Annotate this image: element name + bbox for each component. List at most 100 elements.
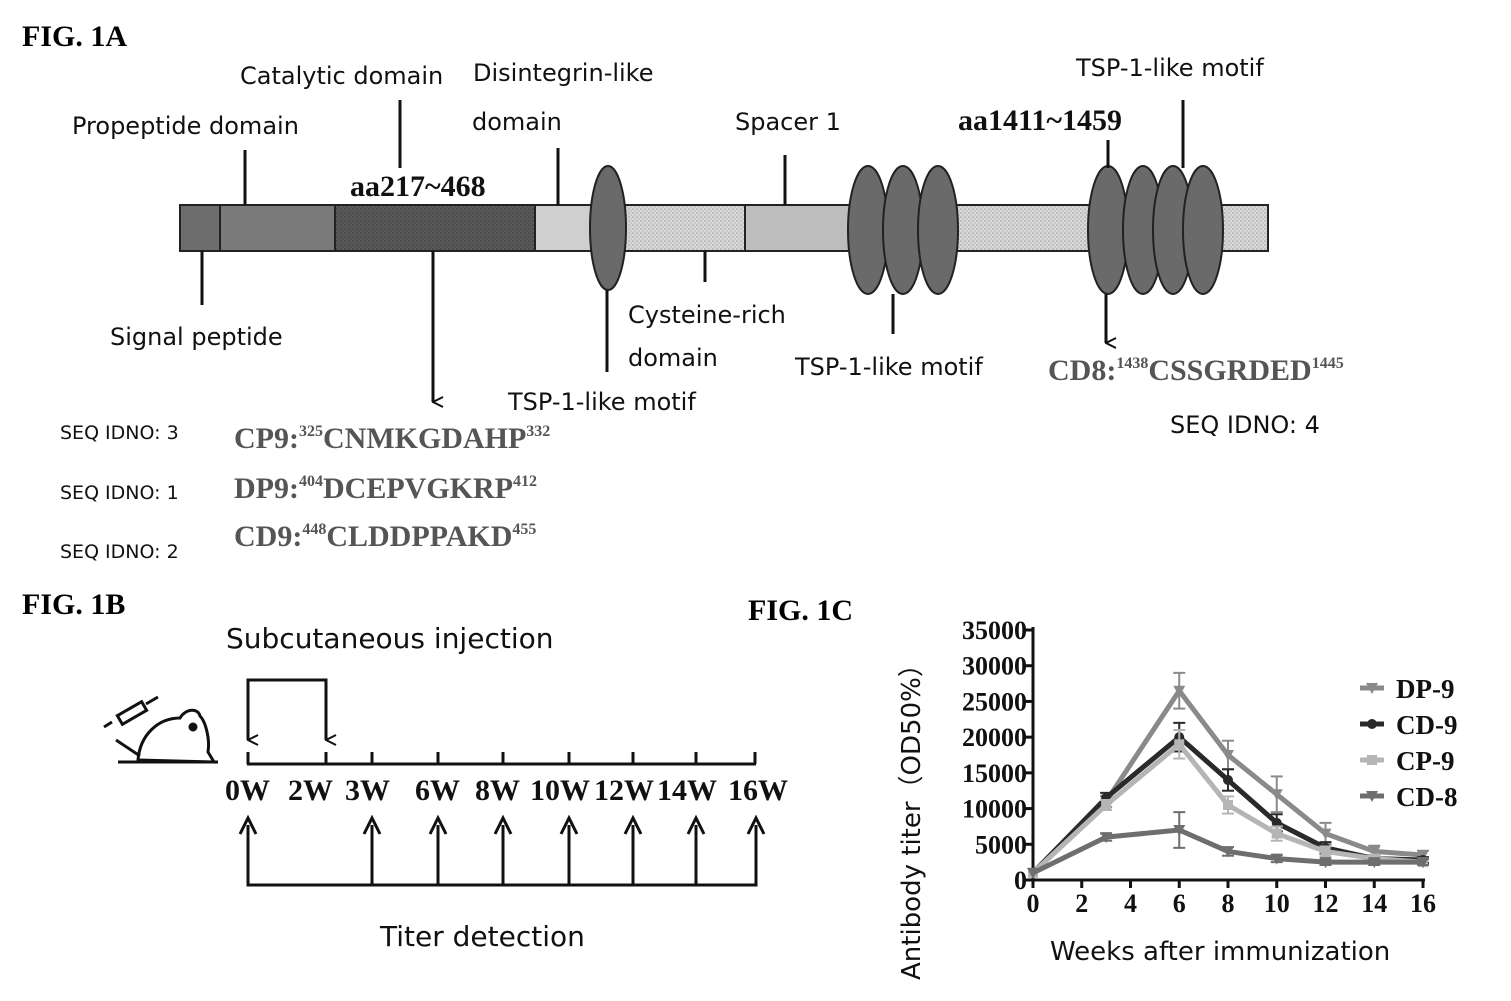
x-tick-label: 10 xyxy=(1264,889,1290,918)
data-point xyxy=(1271,817,1282,828)
signal-label: Signal peptide xyxy=(110,323,283,351)
propeptide-label: Propeptide domain xyxy=(72,112,299,140)
week-label: 12W xyxy=(594,774,654,807)
titer-line-chart: 0 5000 10000 15000 20000 25000 30000 35000 0 2 4 6… xyxy=(897,616,1458,980)
week-label: 3W xyxy=(345,774,390,807)
data-point xyxy=(1027,867,1039,879)
x-tick-label: 16 xyxy=(1410,889,1436,918)
peptide-dp9: DP9:404DCEPVGKRP412 xyxy=(234,472,537,505)
tsp-motif-ellipses xyxy=(589,165,1224,295)
spacer-segment xyxy=(744,204,856,252)
peptide-cp9: CP9:325CNMKGDAHP332 xyxy=(234,422,550,455)
injection-bracket xyxy=(246,678,328,720)
peptide-sequence: CLDDPPAKD xyxy=(326,520,512,553)
tsp-right-label: TSP-1-like motif xyxy=(794,353,983,381)
cysteine-label-2: domain xyxy=(628,344,718,372)
timeline-week-labels: 0W 2W 3W 6W 8W 10W 12W 14W 16W xyxy=(225,774,788,807)
spacer-label: Spacer 1 xyxy=(735,108,841,136)
legend-entry: CD-9 xyxy=(1396,710,1458,740)
disintegrin-label-1: Disintegrin-like xyxy=(473,59,654,87)
tsp-ellipse-8 xyxy=(1182,165,1224,295)
y-tick-label: 10000 xyxy=(962,795,1027,824)
legend-marker xyxy=(1367,755,1377,765)
catalytic-segment xyxy=(334,204,536,252)
peptide-name: CD9: xyxy=(234,520,302,553)
titer-arrowheads xyxy=(238,814,766,835)
peptide-cd8-sequence: CSSGRDED xyxy=(1148,354,1311,387)
peptide-cd8-start: 1438 xyxy=(1116,355,1148,372)
fig-1a-label: FIG. 1A xyxy=(22,20,127,53)
peptide-end: 455 xyxy=(512,521,536,538)
week-label: 8W xyxy=(475,774,520,807)
peptide-name: DP9: xyxy=(234,472,299,505)
y-tick-label: 30000 xyxy=(962,652,1027,681)
peptide-name: CP9: xyxy=(234,422,299,455)
cysteine-rich-segment xyxy=(624,204,746,252)
disintegrin-label-2: domain xyxy=(472,108,562,136)
data-point xyxy=(1223,800,1233,810)
data-point xyxy=(1173,825,1186,836)
x-tick-label: 6 xyxy=(1173,889,1186,918)
week-label: 6W xyxy=(415,774,460,807)
signal-peptide-segment xyxy=(179,204,221,252)
tsp-ellipse-1 xyxy=(589,165,627,291)
data-point xyxy=(1417,857,1429,869)
catalytic-range: aa217~468 xyxy=(350,170,486,203)
injection-label: Subcutaneous injection xyxy=(226,622,553,655)
series-line xyxy=(1031,827,1423,876)
chart-series xyxy=(1027,671,1429,879)
data-point xyxy=(1320,846,1331,857)
peptide-cd8-name: CD8: xyxy=(1048,354,1116,387)
y-tick-label: 15000 xyxy=(962,759,1027,788)
peptide-end: 332 xyxy=(526,423,550,440)
fig-1c-label: FIG. 1C xyxy=(748,594,853,627)
fig-1b: FIG. 1B Subcutaneous injection 0W 2W 3W … xyxy=(22,588,788,953)
leader-lines xyxy=(200,100,1185,372)
data-point xyxy=(1368,846,1381,858)
week-label: 2W xyxy=(288,774,333,807)
data-point xyxy=(1173,685,1186,697)
mouse-syringe-icon xyxy=(103,695,218,764)
peptide-seq-id: SEQ IDNO: 2 xyxy=(60,541,179,563)
x-tick-label: 14 xyxy=(1361,889,1387,918)
series-cd-8 xyxy=(1027,811,1429,879)
legend-entry: DP-9 xyxy=(1396,674,1454,704)
y-tick-label: 20000 xyxy=(962,723,1027,752)
cysteine-label-1: Cysteine-rich xyxy=(628,301,786,329)
data-point xyxy=(1223,775,1233,785)
peptide-start: 448 xyxy=(302,521,326,538)
y-tick-label: 0 xyxy=(1014,866,1027,895)
peptide-sequence: CNMKGDAHP xyxy=(323,422,526,455)
week-label: 0W xyxy=(225,774,270,807)
data-point xyxy=(1270,853,1283,865)
peptide-start: 325 xyxy=(299,423,323,440)
y-axis-label: Antibody titer（OD50%） xyxy=(897,651,927,980)
y-axis-ticks: 0 5000 10000 15000 20000 25000 30000 35000 xyxy=(962,616,1033,895)
peptide-cd8-end: 1445 xyxy=(1312,355,1344,372)
legend-entry: CP-9 xyxy=(1396,746,1454,776)
fig-1a: FIG. 1A xyxy=(22,20,1344,563)
x-tick-label: 4 xyxy=(1124,889,1137,918)
propeptide-segment xyxy=(219,204,336,252)
series-line xyxy=(1031,688,1424,875)
week-label: 10W xyxy=(530,774,590,807)
peptide-sequence: DCEPVGKRP xyxy=(323,472,513,505)
data-point xyxy=(1368,857,1381,869)
peptide-list: SEQ IDNO: 3 CP9:325CNMKGDAHP332 SEQ IDNO… xyxy=(60,422,550,563)
fig-1b-label: FIG. 1B xyxy=(22,588,125,621)
tsp-mid-label: TSP-1-like motif xyxy=(507,388,696,416)
peptide-end: 412 xyxy=(513,473,537,490)
peptide-seq-id: SEQ IDNO: 1 xyxy=(60,482,179,504)
data-point xyxy=(1101,800,1112,810)
x-axis-ticks: 0 2 4 6 8 10 12 14 16 xyxy=(1027,880,1436,918)
data-point xyxy=(1174,739,1185,750)
x-tick-label: 0 xyxy=(1027,889,1040,918)
y-tick-label: 35000 xyxy=(962,616,1027,645)
data-point xyxy=(1222,750,1234,761)
fig-1c: FIG. 1C 0 5000 10000 15000 20000 25000 30000 35… xyxy=(748,594,1458,980)
peptide-cd8: CD8:1438CSSGRDED1445 xyxy=(1048,354,1344,387)
titer-label: Titer detection xyxy=(379,920,585,953)
legend-marker xyxy=(1366,683,1378,694)
legend-marker xyxy=(1367,719,1377,729)
